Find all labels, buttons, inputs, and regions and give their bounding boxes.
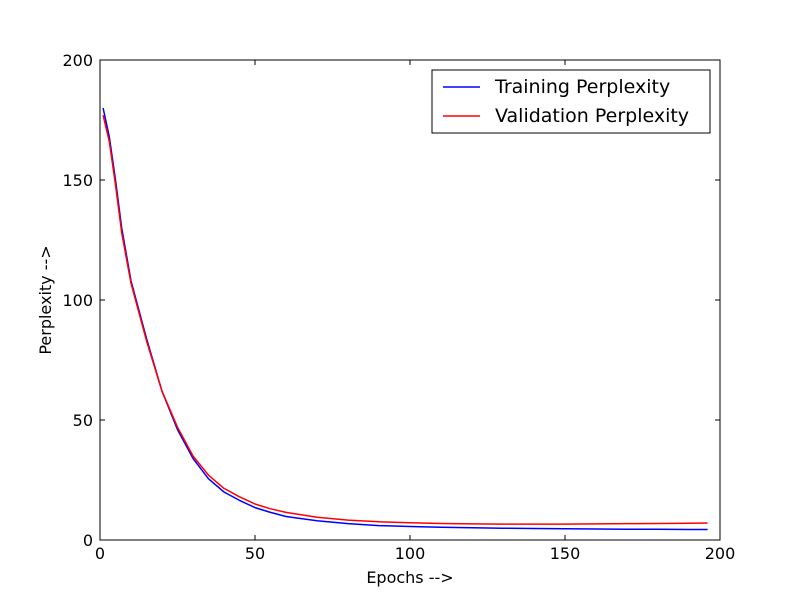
- legend: Training Perplexity Validation Perplexit…: [431, 69, 711, 134]
- x-tick-label: 100: [395, 544, 426, 563]
- y-axis-label: Perplexity -->: [36, 245, 55, 354]
- series-line-validation: [102, 115, 708, 525]
- legend-box: [431, 69, 711, 134]
- x-axis-label: Epochs -->: [366, 568, 453, 587]
- x-tick-label: 0: [95, 544, 105, 563]
- x-tick-label: 200: [705, 544, 736, 563]
- x-tick-label: 150: [550, 544, 581, 563]
- y-tick-label: 200: [62, 51, 93, 70]
- legend-label-training: Training Perplexity: [494, 76, 670, 98]
- series-layer: [102, 107, 708, 531]
- y-tick-label: 0: [83, 531, 93, 550]
- y-tick-label: 100: [62, 291, 93, 310]
- plot-area: [100, 60, 720, 540]
- y-tick-label: 50: [73, 411, 93, 430]
- ticks-layer: 0 50 100 150 200 0 50 100 150 200: [62, 51, 735, 563]
- legend-label-validation: Validation Perplexity: [495, 105, 689, 127]
- y-tick-label: 150: [62, 171, 93, 190]
- x-tick-label: 50: [245, 544, 265, 563]
- plot-frame: [99, 59, 721, 541]
